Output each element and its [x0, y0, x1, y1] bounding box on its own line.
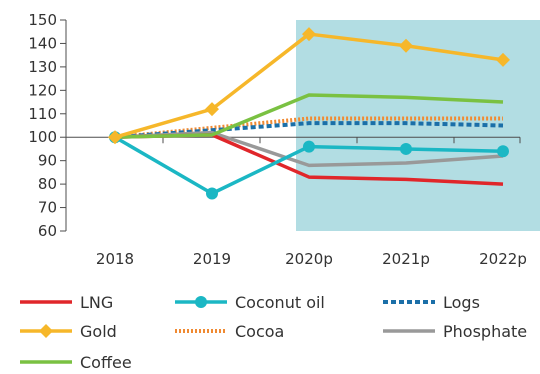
- legend-label: Logs: [443, 293, 480, 312]
- x-tick-label: 2018: [96, 250, 134, 268]
- data-point-gold: [205, 102, 219, 117]
- legend-item-coconut-oil: Coconut oil: [175, 293, 325, 312]
- legend-marker: [39, 324, 53, 338]
- legend-label: Coconut oil: [235, 293, 325, 312]
- data-point-gold: [496, 52, 510, 67]
- x-tick-label: 2021p: [382, 250, 430, 268]
- data-point-gold: [399, 38, 413, 53]
- y-tick-label: 120: [28, 81, 57, 99]
- y-tick-label: 80: [38, 175, 57, 193]
- legend: LNG Coconut oil Logs Gold Cocoa Phosphate Coff…: [20, 293, 527, 372]
- series-gold: [108, 27, 510, 145]
- data-point-gold: [302, 27, 316, 42]
- x-tick-label: 2019: [193, 250, 231, 268]
- legend-label: Phosphate: [443, 322, 527, 341]
- projection-shaded-region: [296, 20, 540, 231]
- legend-item-phosphate: Phosphate: [383, 322, 527, 341]
- y-tick-label: 140: [28, 34, 57, 52]
- y-tick-label: 70: [38, 199, 57, 217]
- legend-item-logs: Logs: [383, 293, 480, 312]
- y-tick-label: 110: [28, 105, 57, 123]
- series-lines: [108, 27, 510, 200]
- data-point-coconut-oil: [400, 142, 412, 155]
- y-tick-label: 90: [38, 152, 57, 170]
- y-tick-label: 60: [38, 222, 57, 240]
- legend-item-cocoa: Cocoa: [175, 322, 284, 341]
- data-point-coconut-oil: [497, 145, 509, 158]
- x-tick-label: 2020p: [285, 250, 333, 268]
- y-tick-label: 100: [28, 128, 57, 146]
- legend-item-lng: LNG: [20, 293, 113, 312]
- data-point-coconut-oil: [206, 187, 218, 200]
- legend-marker: [195, 296, 207, 308]
- legend-label: Coffee: [80, 353, 132, 372]
- axes: 60 70 80 90 100 110 120 130 140 150 2018 2019 2020p 2…: [28, 11, 526, 268]
- series-coffee: [114, 93, 504, 139]
- x-tick-label: 2022p: [479, 250, 527, 268]
- y-tick-label: 150: [28, 11, 57, 29]
- data-point-gold: [108, 130, 122, 145]
- series-line-coffee: [114, 93, 504, 139]
- legend-label: Gold: [80, 322, 117, 341]
- legend-label: LNG: [80, 293, 113, 312]
- legend-label: Cocoa: [235, 322, 284, 341]
- y-tick-label: 130: [28, 58, 57, 76]
- legend-item-gold: Gold: [20, 322, 117, 341]
- series-coconut-oil: [109, 131, 509, 200]
- projection-shading: [296, 20, 540, 231]
- data-point-coconut-oil: [303, 140, 315, 153]
- legend-item-coffee: Coffee: [20, 353, 132, 372]
